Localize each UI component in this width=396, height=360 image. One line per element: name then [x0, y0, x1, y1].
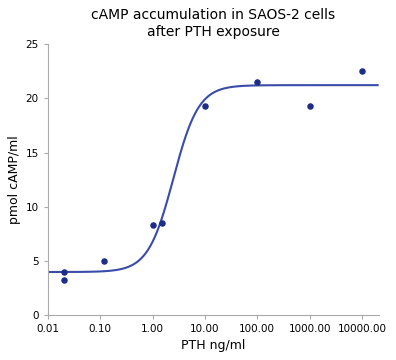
- Point: [158, 220, 165, 226]
- Point: [307, 103, 313, 109]
- Point: [60, 277, 67, 283]
- Point: [254, 79, 261, 85]
- X-axis label: PTH ng/ml: PTH ng/ml: [181, 339, 246, 352]
- Point: [202, 103, 208, 109]
- Point: [101, 258, 107, 264]
- Point: [60, 269, 67, 275]
- Title: cAMP accumulation in SAOS-2 cells
after PTH exposure: cAMP accumulation in SAOS-2 cells after …: [91, 8, 335, 39]
- Point: [149, 222, 156, 228]
- Y-axis label: pmol cAMP/ml: pmol cAMP/ml: [8, 135, 21, 224]
- Point: [359, 68, 365, 74]
